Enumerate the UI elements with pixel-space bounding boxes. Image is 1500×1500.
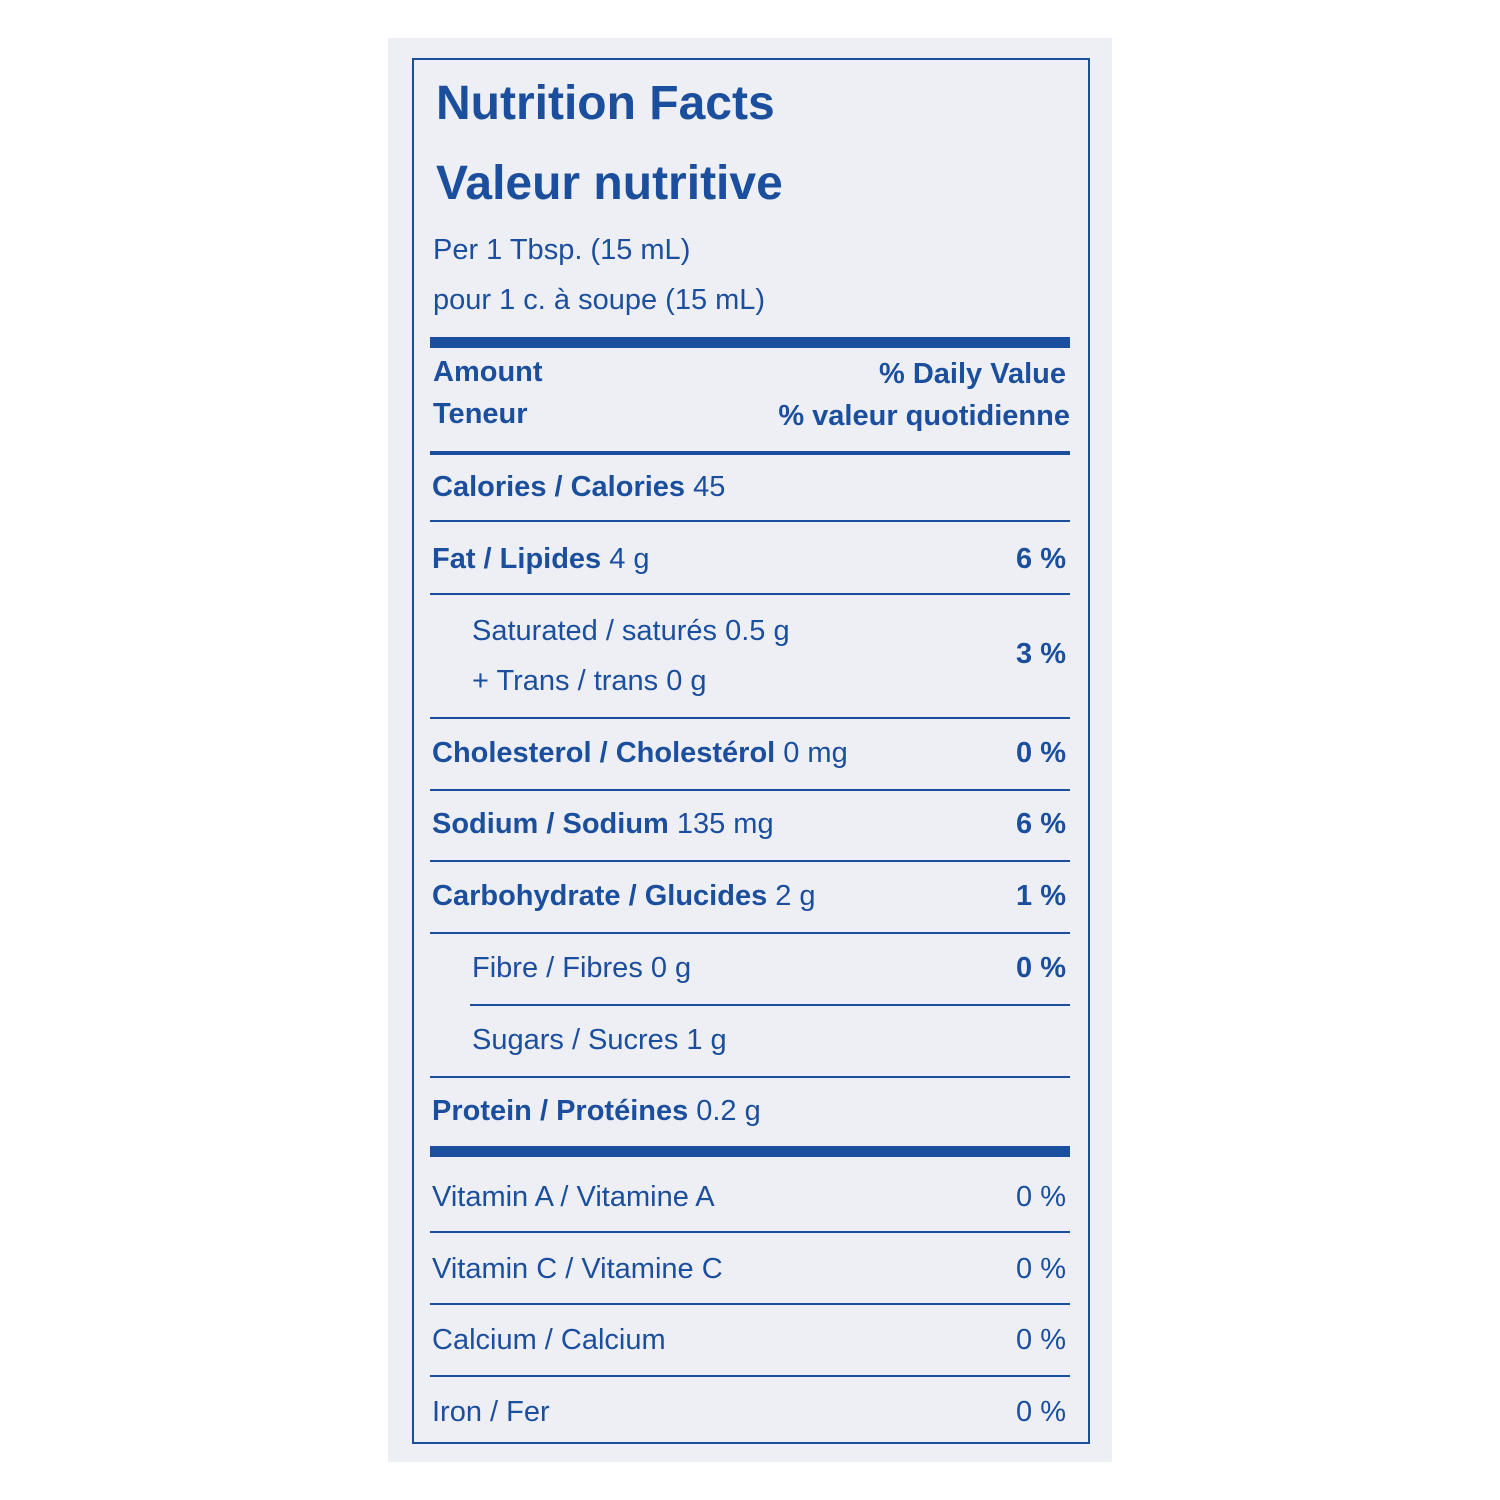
nutrient: Fibre / Fibres 0 g (472, 952, 692, 984)
nutrient-row: Protein / Protéines 0.2 g (432, 1097, 1066, 1126)
daily-value: 0 % (1016, 1181, 1066, 1213)
nutrient: + Trans / trans 0 g (472, 665, 707, 697)
header-amount: Amount (433, 356, 543, 388)
daily-value: 3 % (1016, 638, 1066, 670)
rule (430, 1375, 1070, 1377)
nutrient: Vitamin A / Vitamine A (432, 1181, 715, 1213)
daily-value: 0 % (1016, 952, 1066, 984)
amount: 45 (693, 471, 726, 503)
rule (430, 1146, 1070, 1157)
vitamin-row: Iron / Fer 0 % (432, 1398, 1066, 1427)
rule (430, 593, 1070, 595)
amount: 0.2 g (696, 1095, 761, 1127)
rule (430, 1231, 1070, 1233)
nutrient: Calories / Calories (432, 471, 686, 503)
daily-value: 0 % (1016, 1324, 1066, 1356)
title: Nutrition Facts (436, 77, 775, 130)
daily-value: 6 % (1016, 543, 1066, 575)
nutrient-row: Carbohydrate / Glucides 2 g 1 % (432, 882, 1066, 911)
amount: 135 mg (676, 808, 774, 840)
amount: 0 mg (783, 737, 848, 769)
amount: 2 g (775, 880, 816, 912)
header-dv: % valeur quotidienne (778, 400, 1070, 432)
nutrient-row: + Trans / trans 0 g (472, 667, 1066, 696)
nutrient-row: Calories / Calories 45 (432, 473, 1066, 502)
rule (430, 520, 1070, 522)
nutrient: Protein / Protéines (432, 1095, 689, 1127)
nutrient-row: Cholesterol / Cholestérol 0 mg 0 % (432, 739, 1066, 768)
label-border (412, 58, 1090, 1444)
nutrient-row: Sodium / Sodium 135 mg 6 % (432, 810, 1066, 839)
label-panel (388, 38, 1112, 1462)
rule (430, 337, 1070, 348)
daily-value: 0 % (1016, 1253, 1066, 1285)
nutrient: Sodium / Sodium (432, 808, 669, 840)
rule (470, 1004, 1070, 1006)
rule (430, 1303, 1070, 1305)
rule (430, 860, 1070, 862)
nutrient: Vitamin C / Vitamine C (432, 1253, 723, 1285)
nutrient: Fat / Lipides (432, 543, 602, 575)
vitamin-row: Calcium / Calcium 0 % (432, 1326, 1066, 1355)
nutrient: Saturated / saturés 0.5 g (472, 615, 790, 647)
daily-value: 1 % (1016, 880, 1066, 912)
rule (430, 1076, 1070, 1078)
nutrient: Carbohydrate / Glucides (432, 880, 768, 912)
rule (430, 451, 1070, 455)
header-dv: % Daily Value (879, 358, 1066, 390)
serving: Per 1 Tbsp. (15 mL) (433, 234, 691, 266)
daily-value: 0 % (1016, 737, 1066, 769)
daily-value: 6 % (1016, 808, 1066, 840)
vitamin-row: Vitamin A / Vitamine A 0 % (432, 1183, 1066, 1212)
nutrient: Sugars / Sucres 1 g (472, 1024, 727, 1056)
title: Valeur nutritive (436, 157, 783, 210)
amount: 4 g (609, 543, 650, 575)
rule (430, 789, 1070, 791)
rule (430, 932, 1070, 934)
daily-value: 0 % (1016, 1396, 1066, 1428)
nutrient: Cholesterol / Cholestérol (432, 737, 776, 769)
serving: pour 1 c. à soupe (15 mL) (433, 284, 766, 316)
header-amount: Teneur (433, 398, 528, 430)
nutrient-row: Saturated / saturés 0.5 g (472, 617, 1066, 646)
nutrient-row: Sugars / Sucres 1 g (472, 1026, 1066, 1055)
nutrient-row: Fibre / Fibres 0 g 0 % (472, 954, 1066, 983)
nutrient-row: Fat / Lipides 4 g 6 % (432, 545, 1066, 574)
rule (430, 717, 1070, 719)
nutrient: Iron / Fer (432, 1396, 550, 1428)
nutrient: Calcium / Calcium (432, 1324, 666, 1356)
vitamin-row: Vitamin C / Vitamine C 0 % (432, 1255, 1066, 1284)
